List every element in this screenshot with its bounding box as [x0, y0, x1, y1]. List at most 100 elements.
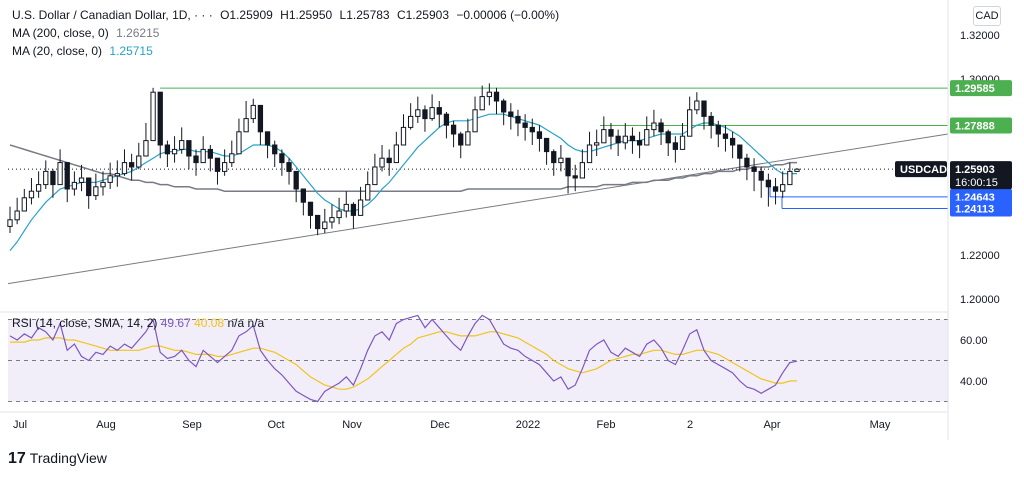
candle-body — [57, 162, 63, 186]
time-tick-label: Oct — [267, 419, 284, 431]
time-tick-label: Nov — [342, 419, 362, 431]
candle-body — [436, 107, 442, 115]
price-tag — [950, 161, 1012, 190]
candle-body — [565, 157, 571, 177]
candle-body — [86, 177, 92, 197]
price-pane — [7, 83, 949, 285]
price-tag-value: 1.25903 — [955, 164, 995, 176]
candle-body — [193, 155, 199, 164]
ohlc-low: L1.25783 — [339, 8, 390, 22]
candle-body — [121, 162, 128, 175]
currency-badge[interactable]: CAD — [973, 6, 1001, 26]
candle-body — [665, 131, 671, 144]
candle-body — [71, 181, 78, 190]
candle-body — [150, 91, 156, 142]
time-tick-label: May — [870, 419, 891, 431]
candle-body — [708, 115, 714, 126]
candle-body — [78, 177, 85, 183]
candle-body — [543, 137, 550, 153]
candle-body — [515, 115, 521, 124]
candle-body — [429, 107, 435, 120]
candle-body — [179, 140, 185, 150]
candle-body — [314, 214, 321, 230]
candle-body — [493, 91, 500, 102]
rsi-label: RSI (14, close, SMA, 14, 2) — [12, 316, 158, 330]
rsi-legend[interactable]: RSI (14, close, SMA, 14, 2) 49.67 40.08 … — [12, 316, 264, 330]
candle-body — [93, 186, 99, 197]
candle-body — [422, 109, 428, 120]
candle-body — [143, 140, 149, 157]
candle-body — [264, 131, 271, 146]
candle-body — [243, 118, 249, 133]
symbol-tag — [895, 161, 947, 178]
candle-body — [501, 100, 507, 113]
price-tick-label: 1.22000 — [960, 250, 1000, 262]
candle-body — [214, 157, 221, 172]
candle-body — [386, 157, 392, 164]
candle-body — [250, 104, 256, 120]
candle-body — [651, 122, 657, 131]
candle-body — [322, 221, 328, 230]
candle-body — [450, 124, 457, 135]
ma20-label: MA (20, close, 0) — [12, 44, 103, 58]
candle-body — [508, 111, 514, 117]
candle-body — [307, 201, 314, 216]
candle-body — [236, 131, 242, 155]
candle-body — [737, 144, 743, 159]
candle-body — [107, 175, 113, 183]
candle-body — [350, 203, 357, 216]
symbol-legend[interactable]: U.S. Dollar / Canadian Dollar, 1D, · · ·… — [12, 7, 563, 23]
candle-body — [687, 109, 693, 137]
candle-body — [522, 122, 528, 128]
candle-body — [765, 179, 772, 188]
candle-body — [622, 135, 628, 144]
candle-body — [572, 175, 578, 179]
candle-body — [257, 104, 264, 133]
brand-name: TradingView — [29, 450, 107, 466]
candle-body — [200, 148, 206, 164]
candle-body — [408, 115, 414, 128]
candle-body — [171, 148, 178, 155]
candle-body — [486, 91, 493, 98]
ma200-legend[interactable]: MA (200, close, 0) 1.26215 — [12, 25, 163, 41]
candle-body — [136, 155, 142, 168]
rsi-band-fill — [8, 319, 948, 402]
rsi-line — [9, 314, 798, 403]
level-tag — [950, 80, 1012, 97]
candle-body — [465, 131, 471, 146]
candle-body — [608, 129, 614, 137]
time-tick-label: Apr — [763, 419, 780, 431]
rsi-tick-label: 40.00 — [960, 376, 988, 388]
ma20-legend[interactable]: MA (20, close, 0) 1.25715 — [12, 43, 157, 59]
symbol-title: U.S. Dollar / Canadian Dollar, 1D, · · · — [12, 8, 213, 22]
candle-body — [529, 126, 535, 133]
rsi-pane — [8, 314, 948, 403]
candle-body — [629, 135, 636, 142]
level-tag-label: 1.24113 — [955, 204, 994, 216]
candle-body — [415, 109, 421, 117]
candle-body — [722, 133, 729, 139]
candle-body — [43, 170, 49, 186]
level-tag — [950, 200, 1012, 217]
time-tick-label: Aug — [96, 419, 116, 431]
candle-body — [100, 181, 106, 188]
candle-body — [221, 162, 228, 172]
tradingview-brand: 17 TradingView — [8, 450, 107, 468]
candle-body — [758, 170, 764, 181]
candle-body — [601, 129, 607, 144]
ma200-line — [9, 144, 797, 192]
candle-body — [164, 144, 171, 155]
candle-body — [300, 188, 306, 203]
candle-body — [128, 162, 135, 168]
candle-body — [372, 166, 378, 186]
candle-body — [636, 140, 643, 146]
candle-body — [586, 144, 593, 164]
tradingview-logo: 17 — [8, 450, 26, 467]
time-tick-label: 2 — [687, 419, 693, 431]
candle-body — [28, 190, 35, 199]
candle-body — [594, 142, 600, 146]
candle-body — [458, 133, 464, 146]
candle-body — [336, 210, 342, 219]
